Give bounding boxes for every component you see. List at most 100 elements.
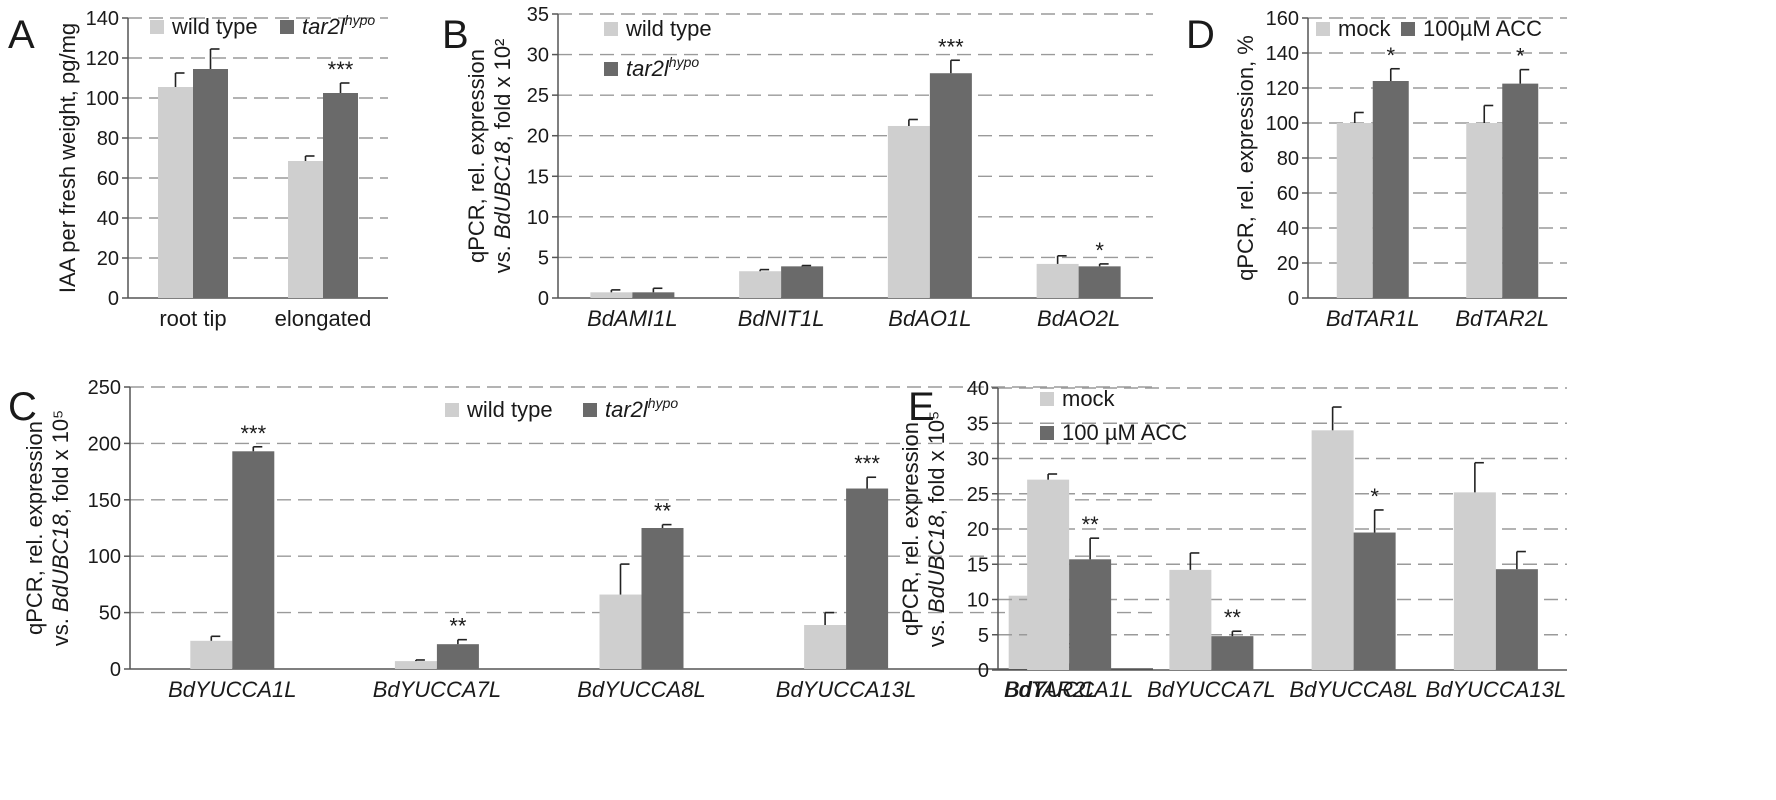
significance-marker: ** — [1082, 512, 1100, 537]
legend-label: tar2lhypo — [605, 395, 678, 422]
y-tick-label: 40 — [1277, 218, 1299, 240]
bar — [1169, 569, 1212, 670]
legend-label: mock — [1338, 16, 1392, 41]
x-tick-label: BdYUCCA1L — [1005, 677, 1133, 702]
bar — [641, 528, 684, 669]
y-tick-label: 60 — [1277, 183, 1299, 205]
x-tick-label: BdYUCCA7L — [373, 677, 501, 702]
legend-swatch — [1040, 392, 1054, 406]
bar — [887, 125, 930, 298]
y-tick-label: 25 — [967, 484, 989, 506]
y-tick-label: 10 — [967, 590, 989, 612]
legend-label: 100µM ACC — [1423, 16, 1542, 41]
y-tick-label: 40 — [97, 208, 119, 230]
x-tick-label: BdNIT1L — [738, 306, 825, 331]
y-tick-label: 150 — [88, 490, 121, 512]
panel-B: B 0 5 10 15 20 25 30 35 qPCR, rel. expression vs. … — [442, 4, 1153, 331]
significance-marker: *** — [854, 451, 880, 476]
y-tick-label: 0 — [538, 288, 549, 310]
bar — [1311, 430, 1354, 670]
panel-D: D 0 20 40 60 80 100 120 140 160 qPCR, rel. express… — [1186, 8, 1567, 331]
significance-marker: *** — [240, 421, 266, 446]
panel-label: C — [8, 385, 37, 429]
y-tick-label: 140 — [1266, 43, 1299, 65]
legend-label: wild type — [171, 14, 258, 39]
legend-swatch — [150, 20, 164, 34]
bar — [288, 161, 323, 298]
panel-label: A — [8, 13, 35, 57]
panel-label: D — [1186, 13, 1215, 57]
legend-swatch — [604, 22, 618, 36]
y-tick-label: 140 — [86, 8, 119, 30]
y-tick-label: 15 — [527, 166, 549, 188]
y-tick-label: 30 — [967, 449, 989, 471]
y-tick-label: 80 — [97, 128, 119, 150]
y-tick-label: 100 — [1266, 113, 1299, 135]
y-axis-label: qPCR, rel. expression — [22, 421, 47, 635]
legend-label: tar2lhypo — [626, 54, 699, 81]
significance-marker: *** — [328, 57, 354, 82]
significance-marker: * — [1095, 238, 1104, 263]
legend-label: tar2lhypo — [302, 12, 375, 39]
y-axis-label: qPCR, rel. expression — [464, 49, 489, 263]
y-axis-label: vs. BdUBC18, fold x 10⁵ — [924, 411, 949, 648]
y-axis-label: vs. BdUBC18, fold x 10² — [490, 39, 515, 274]
significance-marker: * — [1386, 43, 1395, 68]
bar — [1078, 266, 1121, 298]
legend-swatch — [1316, 22, 1330, 36]
x-tick-label: BdYUCCA8L — [1289, 677, 1417, 702]
y-tick-label: 0 — [1288, 288, 1299, 310]
bar — [929, 73, 972, 298]
y-tick-label: 10 — [527, 207, 549, 229]
y-axis-label: qPCR, rel. expression, % — [1233, 35, 1258, 281]
bar — [1211, 636, 1254, 670]
x-tick-label: BdTAR1L — [1326, 306, 1420, 331]
y-tick-label: 20 — [1277, 253, 1299, 275]
bar — [436, 644, 479, 669]
y-tick-label: 35 — [527, 4, 549, 26]
bar — [158, 87, 193, 298]
y-tick-label: 50 — [99, 603, 121, 625]
y-tick-label: 120 — [1266, 78, 1299, 100]
legend-swatch — [1401, 22, 1415, 36]
y-tick-label: 100 — [88, 546, 121, 568]
x-tick-label: BdAO1L — [888, 306, 971, 331]
significance-marker: ** — [654, 499, 672, 524]
legend-swatch — [1040, 426, 1054, 440]
bar — [804, 625, 847, 669]
y-axis-label: qPCR, rel. expression — [898, 422, 923, 636]
y-tick-label: 15 — [967, 554, 989, 576]
y-axis-label: IAA per fresh weight, pg/mg — [55, 23, 80, 293]
y-tick-label: 250 — [88, 377, 121, 399]
y-tick-label: 35 — [967, 413, 989, 435]
legend-swatch — [445, 403, 459, 417]
y-tick-label: 160 — [1266, 8, 1299, 30]
bar — [323, 93, 358, 298]
y-tick-label: 5 — [538, 247, 549, 269]
y-tick-label: 0 — [110, 659, 121, 681]
panel-A: A 0 20 40 60 80 100 120 140 IAA per fresh weight,… — [8, 8, 388, 331]
bar — [1466, 123, 1503, 298]
y-tick-label: 20 — [527, 126, 549, 148]
legend-label: wild type — [466, 397, 553, 422]
bar — [1036, 263, 1079, 298]
y-tick-label: 200 — [88, 433, 121, 455]
significance-marker: ** — [449, 614, 467, 639]
bar — [1069, 559, 1112, 670]
bar — [846, 488, 889, 669]
x-tick-label: BdYUCCA7L — [1147, 677, 1275, 702]
bar — [590, 292, 633, 298]
bar — [632, 292, 675, 298]
bar — [1453, 492, 1496, 670]
significance-marker: ** — [1224, 605, 1242, 630]
significance-marker: * — [1370, 484, 1379, 509]
y-axis-label: vs. BdUBC18, fold x 10⁵ — [48, 410, 73, 647]
y-tick-label: 0 — [978, 660, 989, 682]
bar — [1495, 569, 1538, 670]
bar — [1353, 532, 1396, 670]
panel-E: E 0 5 10 15 20 25 30 35 40 qPCR, rel. expression vs… — [898, 378, 1567, 702]
bar — [190, 640, 233, 669]
legend-swatch — [604, 62, 618, 76]
